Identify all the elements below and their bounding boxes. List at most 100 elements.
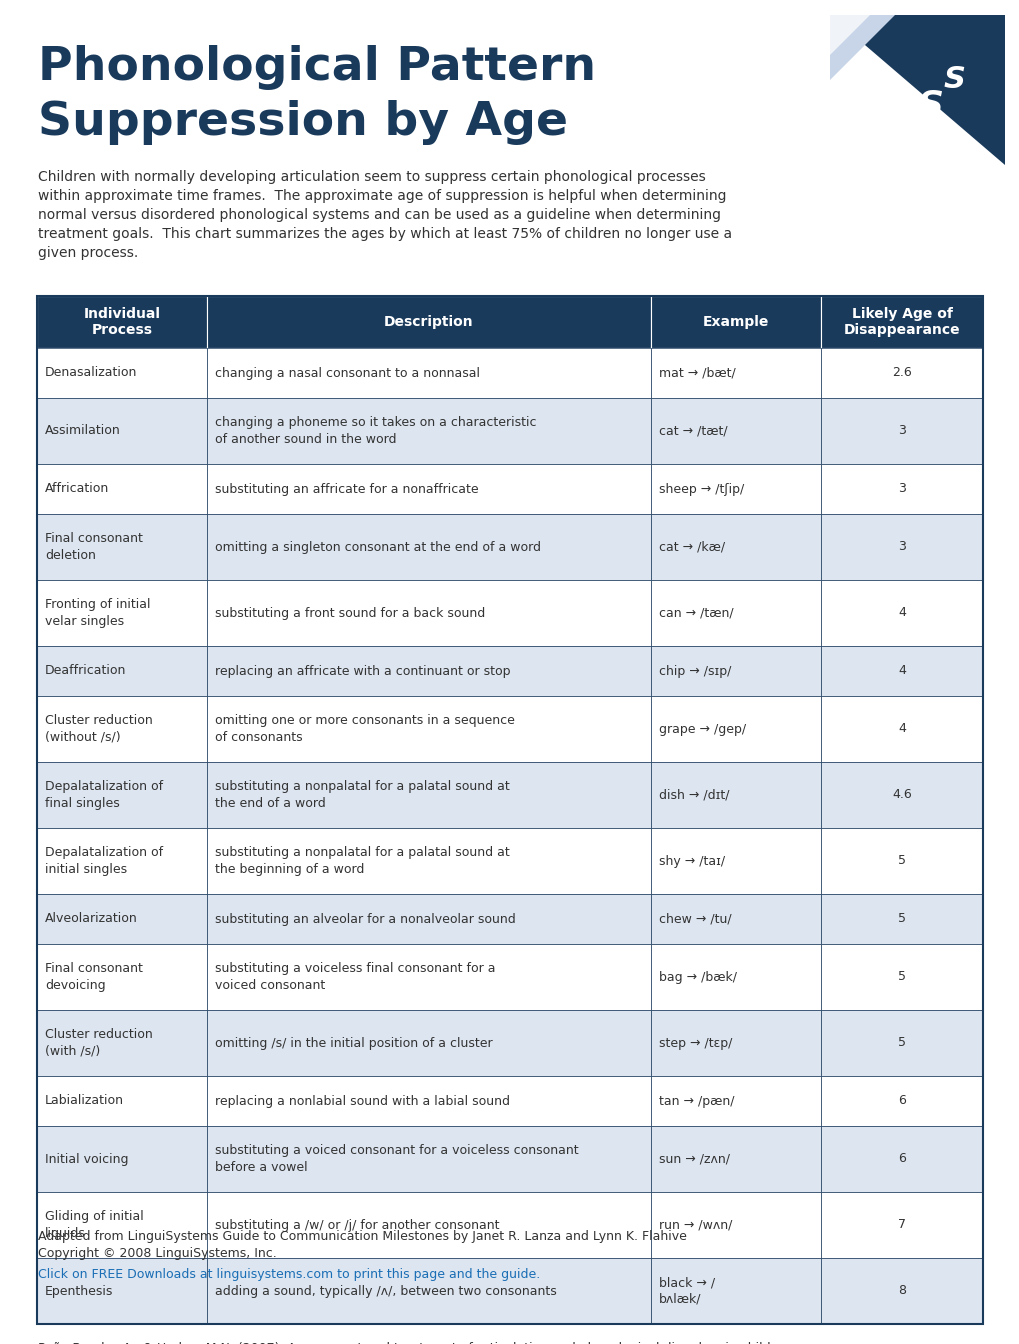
Bar [37, 762, 207, 828]
Text: 5: 5 [897, 913, 905, 926]
Bar [650, 581, 820, 646]
Bar [37, 296, 207, 348]
Text: normal versus disordered phonological systems and can be used as a guideline whe: normal versus disordered phonological sy… [38, 208, 720, 222]
Text: chip → /sɪp/: chip → /sɪp/ [658, 664, 731, 677]
Bar [820, 464, 982, 513]
Text: black → /
bʌlæk/: black → / bʌlæk/ [658, 1275, 714, 1306]
Text: Epenthesis: Epenthesis [45, 1285, 113, 1297]
Text: S: S [943, 66, 965, 94]
Text: substituting a voiced consonant for a voiceless consonant
before a vowel: substituting a voiced consonant for a vo… [215, 1144, 578, 1175]
Bar [207, 894, 650, 943]
Text: replacing a nonlabial sound with a labial sound: replacing a nonlabial sound with a labia… [215, 1094, 510, 1107]
Bar [650, 1009, 820, 1077]
Text: Copyright © 2008 LinguiSystems, Inc.: Copyright © 2008 LinguiSystems, Inc. [38, 1247, 276, 1261]
Text: bag → /bæk/: bag → /bæk/ [658, 970, 737, 984]
Text: Initial voicing: Initial voicing [45, 1153, 128, 1165]
Text: run → /wʌn/: run → /wʌn/ [658, 1219, 732, 1231]
Text: 4: 4 [897, 664, 905, 677]
Text: omitting /s/ in the initial position of a cluster: omitting /s/ in the initial position of … [215, 1036, 492, 1050]
Text: Final consonant
devoicing: Final consonant devoicing [45, 962, 143, 992]
Text: Alveolarization: Alveolarization [45, 913, 138, 926]
Text: sun → /zʌn/: sun → /zʌn/ [658, 1153, 730, 1165]
Bar [650, 1077, 820, 1126]
Bar [37, 1126, 207, 1192]
Bar [820, 696, 982, 762]
Bar [207, 1126, 650, 1192]
Text: step → /tɛp/: step → /tɛp/ [658, 1036, 732, 1050]
Bar [37, 581, 207, 646]
Bar [650, 1126, 820, 1192]
Text: Labialization: Labialization [45, 1094, 124, 1107]
Text: 4: 4 [897, 606, 905, 620]
Text: Deaffrication: Deaffrication [45, 664, 126, 677]
Bar [37, 348, 207, 398]
Text: 8: 8 [897, 1285, 905, 1297]
Text: mat → /bæt/: mat → /bæt/ [658, 367, 735, 379]
Bar [37, 1192, 207, 1258]
Text: Suppression by Age: Suppression by Age [38, 99, 568, 145]
Text: within approximate time frames.  The approximate age of suppression is helpful w: within approximate time frames. The appr… [38, 190, 726, 203]
Bar [650, 1192, 820, 1258]
Bar [207, 296, 650, 348]
Text: adding a sound, typically /ʌ/, between two consonants: adding a sound, typically /ʌ/, between t… [215, 1285, 556, 1297]
Bar [37, 464, 207, 513]
Text: S: S [916, 87, 943, 122]
Bar [37, 646, 207, 696]
Text: 3: 3 [897, 540, 905, 554]
Bar [207, 762, 650, 828]
Bar [37, 296, 982, 1324]
Bar [207, 581, 650, 646]
Text: Depalatalization of
final singles: Depalatalization of final singles [45, 780, 163, 810]
Bar [207, 1009, 650, 1077]
Text: substituting an alveolar for a nonalveolar sound: substituting an alveolar for a nonalveol… [215, 913, 516, 926]
Text: Fronting of initial
velar singles: Fronting of initial velar singles [45, 598, 151, 628]
Bar [820, 296, 982, 348]
Text: Children with normally developing articulation seem to suppress certain phonolog: Children with normally developing articu… [38, 169, 705, 184]
Text: 5: 5 [897, 1036, 905, 1050]
Bar [207, 1077, 650, 1126]
Bar [650, 696, 820, 762]
Text: 5: 5 [897, 970, 905, 984]
Bar [650, 828, 820, 894]
Bar [207, 646, 650, 696]
Text: 2.6: 2.6 [892, 367, 911, 379]
Bar [650, 513, 820, 581]
Text: 6: 6 [897, 1153, 905, 1165]
Text: cat → /tæt/: cat → /tæt/ [658, 425, 727, 438]
Text: tan → /pæn/: tan → /pæn/ [658, 1094, 734, 1107]
Text: omitting a singleton consonant at the end of a word: omitting a singleton consonant at the en… [215, 540, 540, 554]
Text: sheep → /tʃip/: sheep → /tʃip/ [658, 482, 744, 496]
Bar [207, 513, 650, 581]
Text: omitting one or more consonants in a sequence
of consonants: omitting one or more consonants in a seq… [215, 714, 515, 745]
Bar [207, 943, 650, 1009]
Text: Cluster reduction
(with /s/): Cluster reduction (with /s/) [45, 1028, 153, 1058]
Text: Depalatalization of
initial singles: Depalatalization of initial singles [45, 845, 163, 876]
Text: 6: 6 [897, 1094, 905, 1107]
Bar [650, 943, 820, 1009]
Bar [37, 894, 207, 943]
Text: 7: 7 [897, 1219, 905, 1231]
Bar [37, 1009, 207, 1077]
Text: substituting a front sound for a back sound: substituting a front sound for a back so… [215, 606, 485, 620]
Text: Affrication: Affrication [45, 482, 109, 496]
Text: Click on FREE Downloads at linguisystems.com to print this page and the guide.: Click on FREE Downloads at linguisystems… [38, 1267, 540, 1281]
Text: Description: Description [384, 314, 474, 329]
Bar [37, 398, 207, 464]
Bar [207, 828, 650, 894]
Text: Peña-Brooks, A., & Hedge, M.N. (2007). Assessment and treatment of articulation : Peña-Brooks, A., & Hedge, M.N. (2007). A… [38, 1343, 795, 1344]
Bar [650, 348, 820, 398]
Bar [820, 894, 982, 943]
Text: 3: 3 [897, 482, 905, 496]
Bar [650, 894, 820, 943]
Bar [37, 1258, 207, 1324]
Bar [37, 513, 207, 581]
Bar [37, 943, 207, 1009]
Bar [207, 464, 650, 513]
Bar [820, 828, 982, 894]
Text: substituting a voiceless final consonant for a
voiced consonant: substituting a voiceless final consonant… [215, 962, 495, 992]
Bar [207, 398, 650, 464]
Text: given process.: given process. [38, 246, 139, 259]
Text: 5: 5 [897, 855, 905, 867]
Bar [820, 513, 982, 581]
Text: Assimilation: Assimilation [45, 425, 120, 438]
